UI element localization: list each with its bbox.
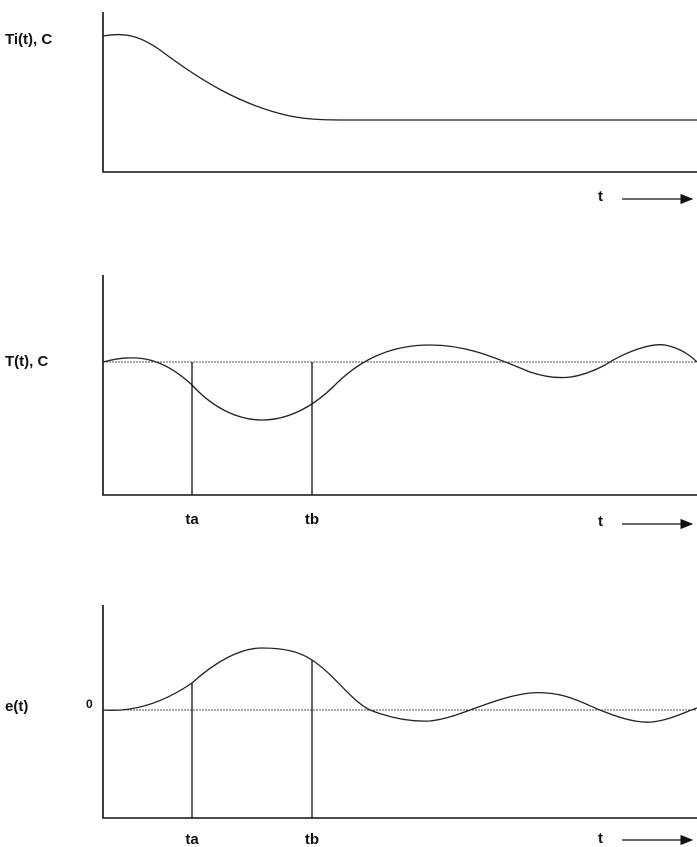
page: {"panels": [ {"y_label": "Ti(t), C", "x_… — [0, 0, 697, 847]
marker-label: tb — [305, 831, 319, 847]
axes — [103, 12, 697, 172]
input-curve — [103, 35, 697, 120]
y-label: e(t) — [5, 698, 28, 715]
zero-label: 0 — [86, 697, 93, 711]
x-label: t — [598, 188, 603, 205]
marker-label: tb — [305, 511, 319, 528]
panel-error: e(t) 0 ta tb t — [5, 605, 697, 847]
y-label: Ti(t), C — [5, 31, 52, 48]
x-label: t — [598, 513, 603, 530]
panel-input: Ti(t), C t — [5, 12, 697, 205]
marker-label: ta — [185, 511, 199, 528]
diagram: Ti(t), C t T(t), C ta tb t e(t) 0 ta tb … — [0, 0, 697, 847]
marker-label: ta — [185, 831, 199, 847]
y-label: T(t), C — [5, 353, 48, 370]
panel-output: T(t), C ta tb t — [5, 275, 697, 530]
x-label: t — [598, 830, 603, 847]
